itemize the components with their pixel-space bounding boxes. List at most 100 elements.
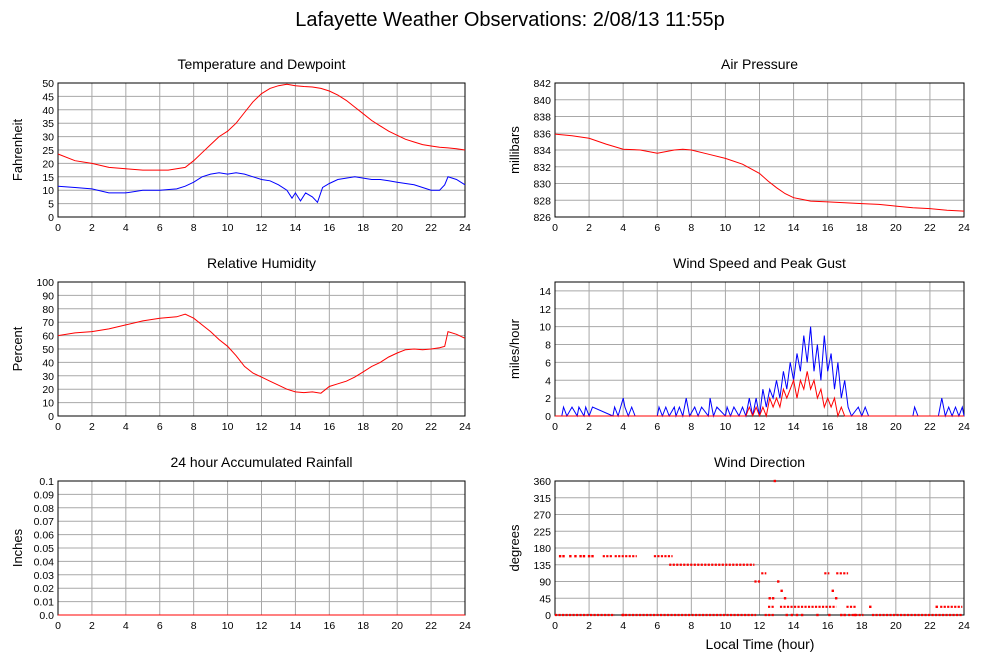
wind-xtick-label: 8 (688, 421, 694, 433)
direction-ytick-label: 180 (533, 543, 551, 555)
humidity-series-line-0 (57, 313, 466, 394)
temp-ytick-label: 15 (42, 172, 54, 184)
rain-ytick-label: 0.05 (34, 543, 55, 555)
rain-xtick-label: 20 (391, 620, 403, 632)
temp-ytick-label: 20 (42, 158, 54, 170)
pressure-xtick-label: 14 (788, 222, 800, 234)
rain-xtick-label: 0 (55, 620, 61, 632)
rain-ytick-label: 0.01 (34, 597, 55, 609)
humidity-ytick-label: 100 (36, 277, 54, 289)
pressure-frame (554, 82, 965, 218)
direction-point (574, 554, 577, 558)
temp-series-line-0 (57, 83, 466, 171)
direction-point (771, 597, 775, 600)
wind-xtick-label: 4 (620, 421, 626, 433)
humidity-xtick-label: 20 (391, 421, 403, 433)
pressure-xtick-label: 16 (822, 222, 834, 234)
humidity-ytick-label: 70 (42, 317, 54, 329)
direction-xtick-label: 22 (924, 620, 936, 632)
humidity-ytick-label: 20 (42, 384, 54, 396)
humidity-ytick-label: 10 (42, 398, 54, 410)
humidity-ylabel: Percent (10, 326, 25, 371)
wind-title: Wind Speed and Peak Gust (673, 255, 846, 271)
wind-xtick-label: 24 (958, 421, 970, 433)
wind-xtick-label: 18 (856, 421, 868, 433)
pressure-title: Air Pressure (721, 56, 798, 72)
pressure-xtick-label: 6 (654, 222, 660, 234)
rain-xtick-label: 10 (222, 620, 234, 632)
wind-xtick-label: 12 (754, 421, 766, 433)
direction-point (582, 554, 586, 558)
direction-point (828, 613, 831, 617)
direction-ytick-label: 360 (533, 476, 551, 488)
direction-point (783, 597, 787, 600)
pressure-ytick-label: 842 (533, 78, 551, 90)
direction-ytick-label: 45 (539, 593, 551, 605)
direction-xtick-label: 12 (754, 620, 766, 632)
main-title: Lafayette Weather Observations: 2/08/13 … (295, 9, 725, 31)
pressure-ytick-label: 830 (533, 179, 551, 191)
direction-xtick-label: 8 (688, 620, 694, 632)
temp-ytick-label: 45 (42, 91, 54, 103)
humidity-ytick-label: 30 (42, 371, 54, 383)
wind-ytick-label: 6 (545, 357, 551, 369)
temp-ytick-label: 0 (48, 212, 54, 224)
direction-xtick-label: 6 (654, 620, 660, 632)
pressure-ytick-label: 826 (533, 212, 551, 224)
pressure-ylabel: millibars (507, 126, 522, 174)
direction-xtick-label: 18 (856, 620, 868, 632)
direction-point (869, 605, 872, 609)
pressure-ytick-label: 838 (533, 112, 551, 124)
direction-point (558, 554, 562, 558)
direction-xtick-label: 16 (822, 620, 834, 632)
temp-xtick-label: 8 (191, 222, 197, 234)
rain-xtick-label: 4 (123, 620, 129, 632)
direction-point (780, 589, 783, 593)
direction-point (591, 554, 594, 558)
temp-ytick-label: 40 (42, 105, 54, 117)
temp-xtick-label: 0 (55, 222, 61, 234)
direction-ytick-label: 225 (533, 526, 551, 538)
rain-title: 24 hour Accumulated Rainfall (170, 454, 352, 470)
temp-ytick-label: 35 (42, 118, 54, 130)
rain-ytick-label: 0.09 (34, 489, 55, 501)
direction-xtick-label: 20 (890, 620, 902, 632)
temp-series-line-1 (57, 172, 466, 204)
direction-ytick-label: 0 (545, 610, 551, 622)
direction-title: Wind Direction (714, 454, 805, 470)
pressure-xtick-label: 22 (924, 222, 936, 234)
humidity-xtick-label: 22 (425, 421, 437, 433)
humidity-xtick-label: 8 (191, 421, 197, 433)
direction-point (790, 613, 794, 617)
humidity-ytick-label: 80 (42, 304, 54, 316)
humidity-xtick-label: 18 (357, 421, 369, 433)
humidity-xtick-label: 0 (55, 421, 61, 433)
direction-point (800, 613, 804, 617)
rain-xtick-label: 2 (89, 620, 95, 632)
pressure-xtick-label: 12 (754, 222, 766, 234)
humidity-xtick-label: 16 (323, 421, 335, 433)
wind-xtick-label: 0 (552, 421, 558, 433)
temp-ytick-label: 25 (42, 145, 54, 157)
rain-xtick-label: 24 (459, 620, 471, 632)
temp-xtick-label: 6 (157, 222, 163, 234)
x-axis-label: Local Time (hour) (706, 636, 815, 652)
wind-ytick-label: 10 (539, 322, 551, 334)
direction-point (569, 554, 572, 558)
humidity-frame (57, 281, 466, 417)
wind-series-line-0 (555, 326, 965, 418)
direction-xtick-label: 0 (552, 620, 558, 632)
temp-ytick-label: 30 (42, 132, 54, 144)
rain-xtick-label: 16 (323, 620, 335, 632)
direction-xtick-label: 10 (720, 620, 732, 632)
wind-xtick-label: 22 (924, 421, 936, 433)
humidity-xtick-label: 10 (222, 421, 234, 433)
rain-xtick-label: 14 (290, 620, 302, 632)
pressure-ytick-label: 828 (533, 195, 551, 207)
wind-ytick-label: 2 (545, 393, 551, 405)
rain-xtick-label: 6 (157, 620, 163, 632)
